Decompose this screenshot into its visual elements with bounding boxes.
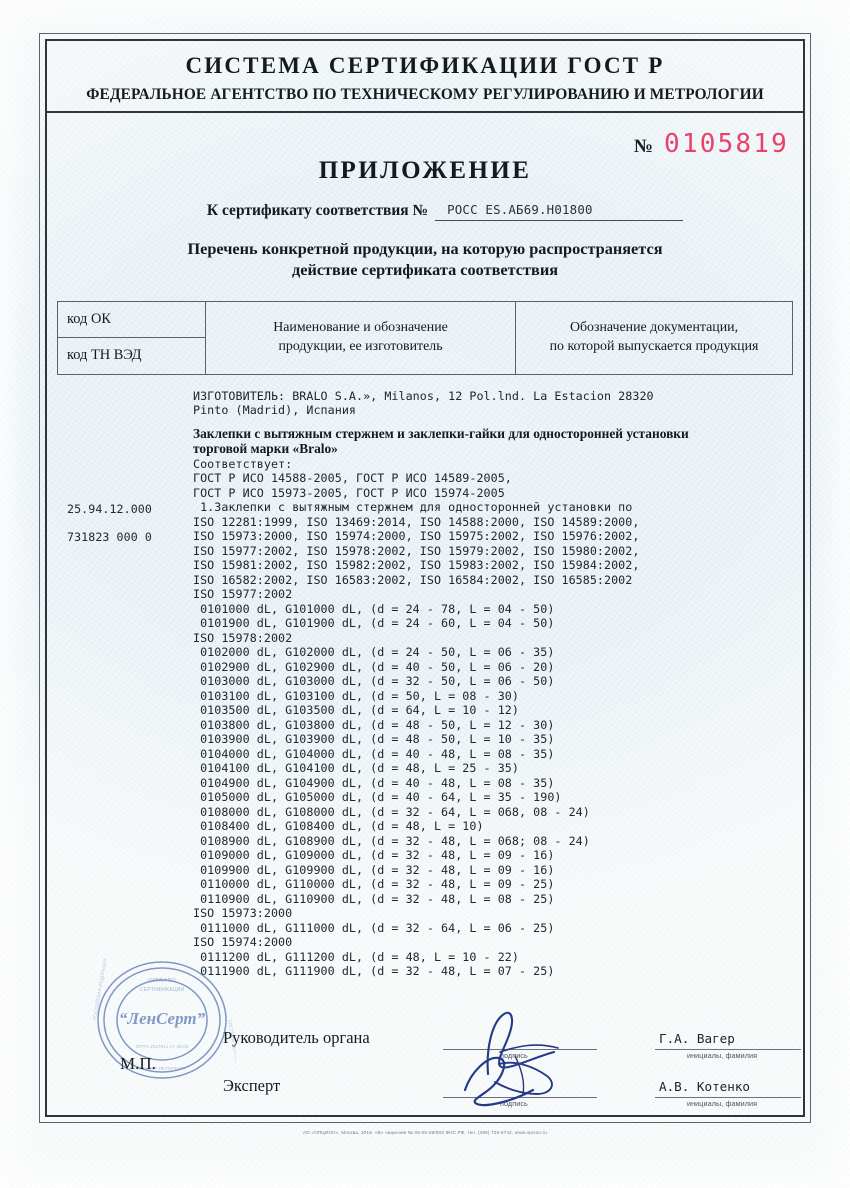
product-item-line: 0110900 dL, G110900 dL, (d = 32 - 48, L … — [193, 891, 555, 906]
product-description-line-2: торговой марки «Bralo» — [193, 441, 338, 457]
column-codes: код ОК код ТН ВЭД — [58, 301, 206, 374]
product-groups-list: ISO 15977:2002 0101000 dL, G101000 dL, (… — [193, 587, 801, 979]
column-header-documentation-line1: Обозначение документации, — [569, 320, 739, 336]
product-item-line: 0109900 dL, G109900 dL, (d = 32 - 48, L … — [193, 862, 555, 877]
product-codes-cell: 25.94.12.000 731823 000 0 — [67, 495, 197, 552]
iso-standard-line: ISO 16582:2002, ISO 16583:2002, ISO 1658… — [193, 572, 633, 587]
product-group-standard: ISO 15973:2000 — [193, 906, 293, 921]
manufacturer-line-1: ИЗГОТОВИТЕЛЬ: BRALO S.A.», Milanos, 12 P… — [193, 388, 654, 403]
spacer — [193, 418, 801, 426]
certificate-reference: К сертификату соответствия № РОСС ES.АБ6… — [45, 201, 805, 221]
iso-standard-line: ISO 15981:2002, ISO 15982:2002, ISO 1598… — [193, 558, 640, 573]
printer-imprint: АО «ОПЦИОН», Москва, 2016. «В» лицензия … — [302, 1130, 547, 1135]
system-title: СИСТЕМА СЕРТИФИКАЦИИ ГОСТ Р — [185, 53, 665, 78]
product-group-standard: ISO 15977:2002 — [193, 587, 293, 602]
page-frame-outer — [39, 33, 811, 1123]
iso-standard-line: ISO 15973:2000, ISO 15974:2000, ISO 1597… — [193, 529, 640, 544]
product-item-line: 0101900 dL, G101900 dL, (d = 24 - 60, L … — [193, 616, 555, 631]
conformity-label: Соответствует: — [193, 456, 293, 471]
product-item-line: 0108000 dL, G108000 dL, (d = 32 - 64, L … — [193, 804, 590, 819]
signature-block: Руководитель органа подпись Г.А. Вагер и… — [45, 1018, 805, 1114]
column-header-documentation-line2: по которой выпускается продукция — [549, 338, 759, 354]
gost-line-1: ГОСТ Р ИСО 14588-2005, ГОСТ Р ИСО 14589-… — [193, 471, 512, 486]
product-item-line: 0111000 dL, G111000 dL, (d = 32 - 64, L … — [193, 920, 555, 935]
column-header-ok: код ОК — [58, 302, 205, 339]
product-item-line: 0103000 dL, G103000 dL, (d = 32 - 50, L … — [193, 674, 555, 689]
column-header-tnved: код ТН ВЭД — [67, 347, 142, 364]
certificate-reference-value: РОСС ES.АБ69.Н01800 — [447, 201, 593, 217]
product-item-line: 0108900 dL, G108900 dL, (d = 32 - 48, L … — [193, 833, 590, 848]
product-group-standard: ISO 15978:2002 — [193, 630, 293, 645]
signature-line — [443, 1049, 597, 1050]
column-header-product-name-line1: Наименование и обозначение — [273, 320, 448, 336]
document-header: СИСТЕМА СЕРТИФИКАЦИИ ГОСТ Р ФЕДЕРАЛЬНОЕ … — [45, 39, 805, 113]
page-title: ПРИЛОЖЕНИЕ — [318, 156, 532, 184]
number-sign-label: № — [633, 135, 654, 157]
signature-title-head: Руководитель органа — [223, 1028, 370, 1047]
product-table-header: код ОК код ТН ВЭД Наименование и обознач… — [57, 300, 793, 375]
certificate-reference-field: РОСС ES.АБ69.Н01800 — [435, 201, 684, 221]
iso-standards-list: ISO 12281:1999, ISO 13469:2014, ISO 1458… — [193, 515, 801, 588]
product-item-line: 0104000 dL, G104000 dL, (d = 40 - 48, L … — [193, 746, 555, 761]
product-description-line-1: Заклепки с вытяжным стержнем и заклепки-… — [193, 425, 689, 441]
iso-standard-line: ISO 15977:2002, ISO 15978:2002, ISO 1597… — [193, 543, 640, 558]
signature-caption: подпись — [500, 1099, 528, 1108]
product-item-line: 0102900 dL, G102900 dL, (d = 40 - 50, L … — [193, 659, 555, 674]
product-item-line: 0108400 dL, G108400 dL, (d = 48, L = 10) — [193, 819, 484, 834]
product-item-line: 0103900 dL, G103900 dL, (d = 48 - 50, L … — [193, 732, 555, 747]
iso-standard-line: ISO 12281:1999, ISO 13469:2014, ISO 1458… — [193, 514, 640, 529]
number-value: 0105819 — [664, 128, 789, 159]
signature-caption: подпись — [500, 1051, 528, 1060]
page-frame-inner — [45, 39, 805, 1117]
product-item-line: 0101000 dL, G101000 dL, (d = 24 - 78, L … — [193, 601, 555, 616]
agency-title: ФЕДЕРАЛЬНОЕ АГЕНТСТВО ПО ТЕХНИЧЕСКОМУ РЕ… — [86, 85, 764, 103]
certificate-content: СИСТЕМА СЕРТИФИКАЦИИ ГОСТ Р ФЕДЕРАЛЬНОЕ … — [45, 39, 805, 1117]
product-item-line: 0109000 dL, G109000 dL, (d = 32 - 48, L … — [193, 848, 555, 863]
section-heading: 1.Заклепки с вытяжным стержнем для однос… — [193, 500, 633, 515]
scope-line-2: действие сертификата соответствия — [291, 259, 559, 279]
name-line — [655, 1097, 801, 1098]
code-ok-value: 25.94.12.000 — [67, 501, 152, 516]
product-item-line: 0102000 dL, G102000 dL, (d = 24 - 50, L … — [193, 645, 555, 660]
stamp-place-label: М.П. — [120, 1054, 156, 1073]
signature-line — [443, 1097, 597, 1098]
scope-heading: Перечень конкретной продукции, на котору… — [45, 239, 805, 281]
name-line — [655, 1049, 801, 1050]
product-description-cell: ИЗГОТОВИТЕЛЬ: BRALO S.A.», Milanos, 12 P… — [193, 389, 801, 979]
manufacturer-line-2: Pinto (Madrid), Испания — [193, 403, 356, 418]
product-item-line: 0110000 dL, G110000 dL, (d = 32 - 48, L … — [193, 877, 555, 892]
product-item-line: 0103100 dL, G103100 dL, (d = 50, L = 08 … — [193, 688, 519, 703]
name-caption: инициалы, фамилия — [687, 1051, 758, 1060]
column-header-product-name-line2: продукции, ее изготовитель — [278, 338, 443, 354]
signature-title-expert: Эксперт — [223, 1076, 281, 1095]
product-group-standard: ISO 15974:2000 — [193, 935, 293, 950]
column-header-product-name: Наименование и обозначение продукции, ее… — [206, 301, 516, 374]
product-item-line: 0111200 dL, G111200 dL, (d = 48, L = 10 … — [193, 949, 519, 964]
certificate-number: № 0105819 — [634, 129, 789, 159]
signatory-name-expert: А.В. Котенко — [659, 1079, 750, 1094]
certificate-number-row: № 0105819 — [45, 113, 805, 159]
gost-line-2: ГОСТ Р ИСО 15973-2005, ГОСТ Р ИСО 15974-… — [193, 485, 505, 500]
name-caption: инициалы, фамилия — [687, 1099, 758, 1108]
signature-row: Руководитель органа подпись Г.А. Вагер и… — [45, 1018, 805, 1066]
product-item-line: 0105000 dL, G105000 dL, (d = 40 - 64, L … — [193, 790, 562, 805]
signature-row: Эксперт подпись А.В. Котенко инициалы, ф… — [45, 1066, 805, 1114]
certificate-reference-label: К сертификату соответствия № — [206, 201, 429, 219]
product-item-line: 0111900 dL, G111900 dL, (d = 32 - 48, L … — [193, 964, 555, 979]
product-item-line: 0104900 dL, G104900 dL, (d = 40 - 48, L … — [193, 775, 555, 790]
code-tnved-value: 731823 000 0 — [67, 530, 152, 544]
product-table-body: 25.94.12.000 731823 000 0 ИЗГОТОВИТЕЛЬ: … — [45, 389, 805, 1029]
column-header-documentation: Обозначение документации, по которой вып… — [516, 302, 792, 374]
scope-line-1: Перечень конкретной продукции, на котору… — [187, 238, 663, 258]
product-item-line: 0104100 dL, G104100 dL, (d = 48, L = 25 … — [193, 761, 519, 776]
signatory-name-head: Г.А. Вагер — [659, 1031, 735, 1046]
product-item-line: 0103800 dL, G103800 dL, (d = 48 - 50, L … — [193, 717, 555, 732]
product-item-line: 0103500 dL, G103500 dL, (d = 64, L = 10 … — [193, 703, 519, 718]
